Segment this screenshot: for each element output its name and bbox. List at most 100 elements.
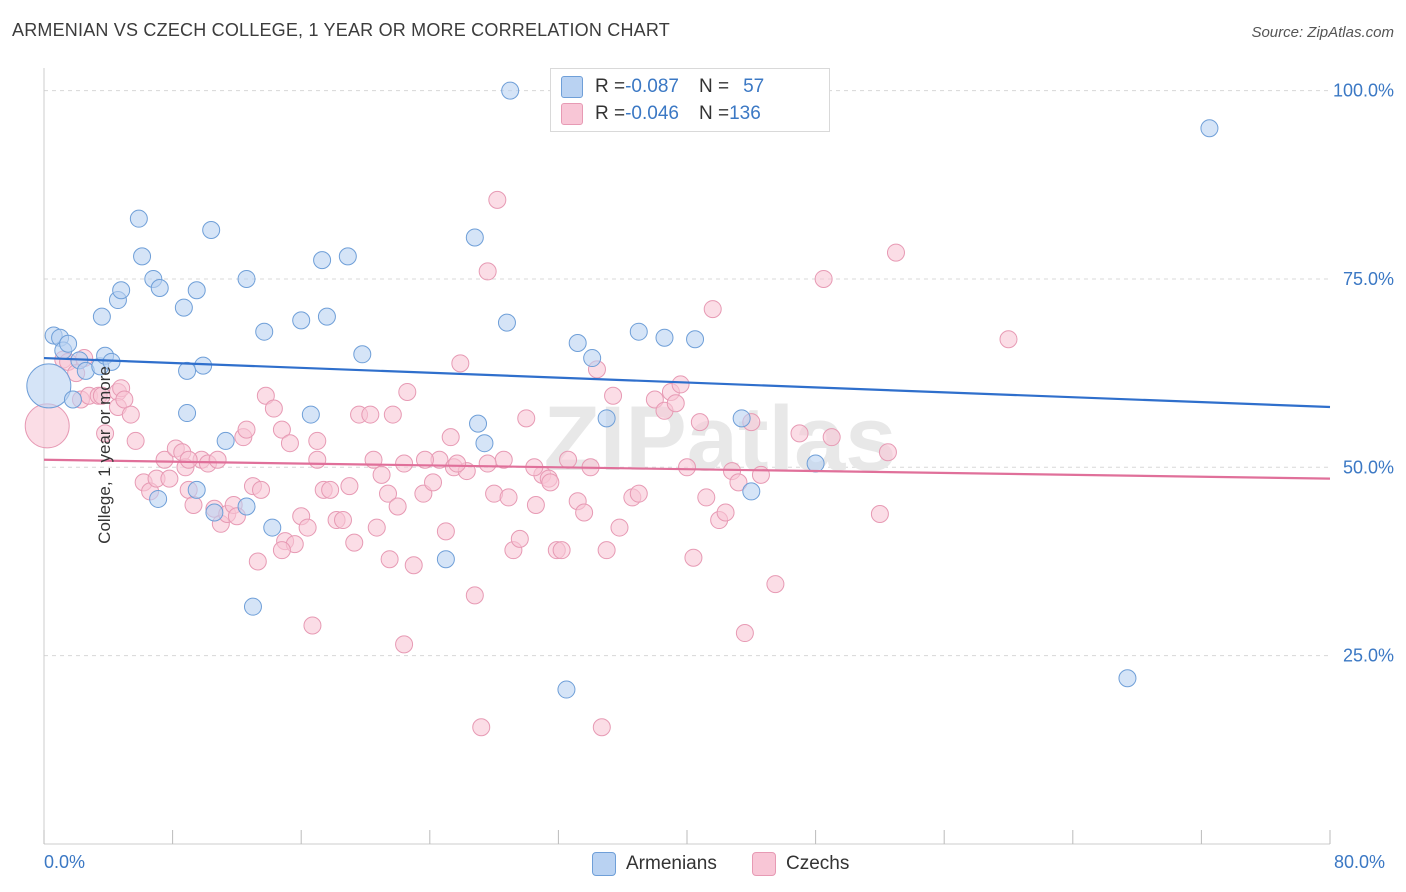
czechs-point bbox=[703, 300, 722, 319]
czechs-point bbox=[510, 529, 529, 548]
czechs-point bbox=[552, 541, 571, 560]
czechs-swatch bbox=[561, 103, 583, 125]
armenians-point bbox=[338, 247, 357, 266]
czechs-point bbox=[321, 480, 340, 499]
armenians-point bbox=[501, 81, 520, 100]
czechs-point bbox=[499, 488, 518, 507]
armenians-point bbox=[255, 322, 274, 341]
czechs-point bbox=[870, 505, 889, 524]
armenians-point bbox=[301, 405, 320, 424]
armenians-point bbox=[353, 345, 372, 364]
y-tick-labels: 25.0% 50.0% 75.0% 100.0% bbox=[1333, 81, 1394, 666]
czechs-point bbox=[340, 477, 359, 496]
armenians-point bbox=[583, 349, 602, 368]
armenians-point bbox=[187, 281, 206, 300]
czechs-point bbox=[697, 488, 716, 507]
n-value: 57 bbox=[743, 76, 765, 97]
czechs-point bbox=[395, 454, 414, 473]
armenians-point bbox=[655, 328, 674, 347]
czechs-point bbox=[256, 386, 275, 405]
series-legend: Armenians Czechs bbox=[0, 852, 1406, 878]
armenians-point bbox=[313, 251, 332, 270]
czechs-point bbox=[448, 454, 467, 473]
czechs-point bbox=[465, 586, 484, 605]
czechs-point bbox=[237, 420, 256, 439]
y-axis-label: College, 1 year or more bbox=[94, 366, 114, 544]
czechs-point bbox=[684, 548, 703, 567]
czechs-point bbox=[729, 473, 748, 492]
czechs-point bbox=[678, 458, 696, 477]
czechs-point bbox=[517, 409, 536, 428]
armenians-point bbox=[317, 307, 336, 326]
armenians-point bbox=[629, 322, 648, 341]
axes bbox=[43, 68, 1331, 845]
czechs-point bbox=[155, 450, 174, 469]
czechs-point bbox=[308, 431, 327, 450]
trend-lines bbox=[43, 356, 1331, 480]
czechs-point bbox=[252, 480, 271, 499]
y-tick-label: 75.0% bbox=[1343, 269, 1394, 289]
czechs-point bbox=[404, 556, 423, 575]
armenians-point bbox=[149, 489, 168, 508]
armenians-point bbox=[263, 518, 282, 537]
czechs-point bbox=[308, 450, 327, 469]
czechs-point bbox=[671, 375, 690, 394]
czechs-point bbox=[690, 413, 709, 432]
armenians-point bbox=[202, 220, 221, 239]
czechs-point bbox=[126, 431, 145, 450]
armenians-point bbox=[806, 454, 825, 473]
gridlines bbox=[44, 90, 1330, 657]
czechs-point bbox=[303, 616, 322, 635]
armenians-point bbox=[465, 228, 484, 247]
czechs-point bbox=[380, 550, 399, 569]
legend-item-armenians: Armenians bbox=[592, 852, 717, 876]
y-tick-label: 50.0% bbox=[1343, 457, 1394, 477]
czechs-point bbox=[367, 518, 386, 537]
armenians-point bbox=[174, 298, 193, 317]
armenians-point bbox=[497, 313, 516, 332]
czechs-point bbox=[604, 386, 623, 405]
armenians-point bbox=[187, 480, 206, 499]
y-tick-label: 25.0% bbox=[1343, 646, 1394, 666]
armenians-point bbox=[237, 269, 256, 288]
armenians-point bbox=[243, 597, 262, 616]
armenians-point bbox=[205, 503, 224, 522]
czechs-point bbox=[333, 511, 352, 530]
armenians-point bbox=[469, 414, 488, 433]
armenians-point bbox=[59, 334, 78, 353]
czechs-point bbox=[298, 518, 317, 537]
czechs-point bbox=[96, 424, 115, 443]
stats-legend: R = -0.087 N = 57 R = -0.046 N = 136 bbox=[550, 68, 830, 132]
czechs-point bbox=[478, 262, 497, 281]
czechs-point bbox=[751, 465, 770, 484]
r-label: R = bbox=[595, 76, 626, 97]
czechs-point bbox=[472, 718, 491, 737]
czechs-point bbox=[383, 405, 402, 424]
czechs-point bbox=[272, 420, 291, 439]
czechs-point bbox=[822, 428, 841, 447]
armenians-swatch bbox=[592, 852, 616, 876]
r-value: -0.046 bbox=[625, 103, 679, 124]
armenians-point bbox=[292, 311, 311, 330]
armenians-point bbox=[178, 361, 197, 380]
czechs-point bbox=[424, 473, 443, 492]
n-label: N = bbox=[698, 76, 730, 97]
czechs-point bbox=[999, 330, 1018, 349]
armenians-point bbox=[732, 409, 751, 428]
armenians-point bbox=[216, 431, 235, 450]
czechs-point bbox=[592, 718, 611, 737]
armenians-point bbox=[150, 278, 169, 297]
czechs-point bbox=[814, 269, 833, 288]
x-tick-max: 80.0% bbox=[1334, 852, 1386, 872]
czechs-point bbox=[478, 454, 497, 473]
czechs-point bbox=[629, 484, 648, 503]
czechs-swatch bbox=[752, 852, 776, 876]
armenians-trend-line bbox=[43, 356, 1331, 409]
czechs-point bbox=[441, 428, 460, 447]
n-value: 136 bbox=[729, 103, 761, 124]
czechs-point bbox=[415, 450, 434, 469]
czechs-trend-line bbox=[43, 458, 1331, 480]
czechs-point bbox=[24, 403, 70, 449]
czechs-point bbox=[766, 575, 785, 594]
